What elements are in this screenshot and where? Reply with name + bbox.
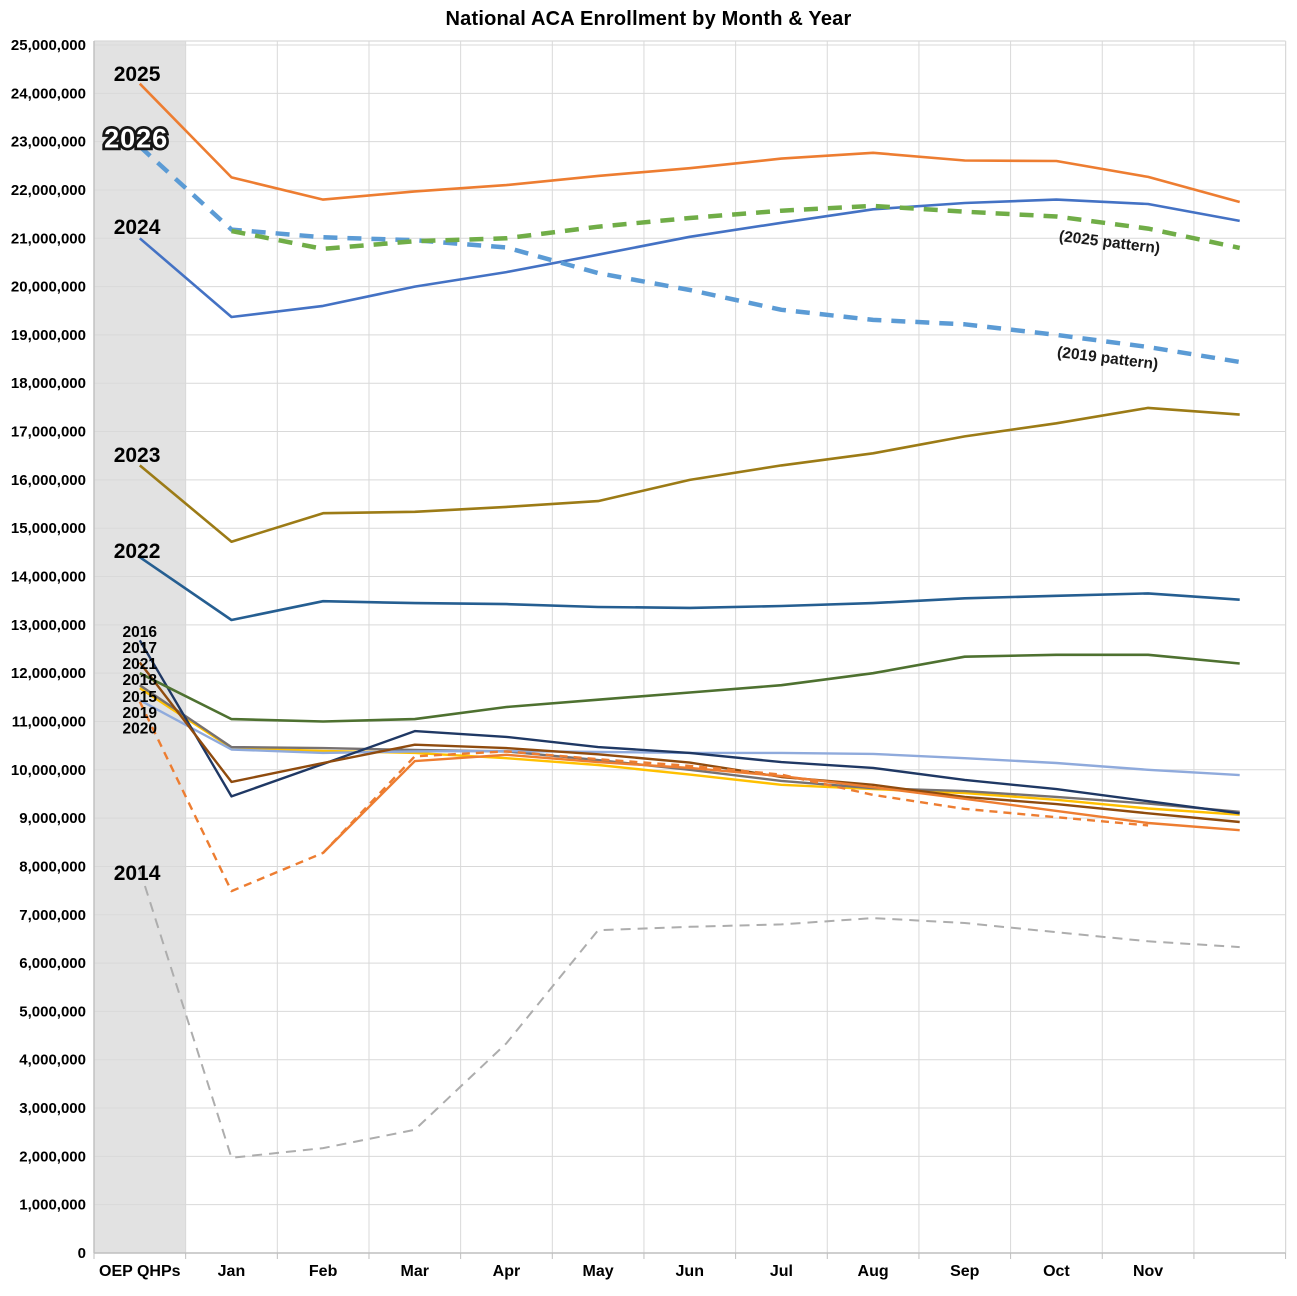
x-axis-label: Nov	[1133, 1263, 1163, 1280]
x-axis-label: Apr	[493, 1263, 521, 1280]
y-axis-label: 16,000,000	[11, 472, 86, 489]
x-axis-label: Oct	[1043, 1263, 1070, 1280]
series-label-2018: 2018	[123, 672, 158, 689]
y-axis-label: 17,000,000	[11, 424, 86, 441]
annotation--2019-pattern-: (2019 pattern)	[1056, 344, 1159, 373]
series-label-2025: 2025	[114, 63, 161, 86]
series-line-2024	[138, 198, 1240, 319]
series-label-2024: 2024	[114, 216, 161, 239]
series-line-2021	[139, 653, 1240, 723]
x-axis-label: May	[583, 1263, 614, 1280]
series-line-2017	[138, 661, 1240, 824]
series-line-2026-2019-pattern-	[138, 144, 1241, 365]
series-label-2023: 2023	[114, 444, 161, 467]
y-axis-label: 9,000,000	[19, 810, 86, 827]
y-axis-label: 20,000,000	[11, 279, 86, 296]
y-axis-label: 4,000,000	[19, 1052, 86, 1069]
series-line-2014	[138, 869, 1240, 1159]
x-axis-label: Jan	[218, 1263, 246, 1280]
y-axis-label: 21,000,000	[11, 230, 86, 247]
series-line-2018	[139, 684, 1240, 813]
series-label-2015: 2015	[123, 689, 158, 706]
y-axis-label: 15,000,000	[11, 520, 86, 537]
series-label-2019: 2019	[123, 705, 158, 722]
series-label-2022: 2022	[114, 540, 161, 563]
y-axis-label: 7,000,000	[19, 907, 86, 924]
y-axis-label: 14,000,000	[11, 569, 86, 586]
series-label-2020: 2020	[123, 721, 157, 738]
series-line-2020-est-	[138, 701, 1149, 893]
series-label-2016: 2016	[123, 624, 158, 641]
y-axis-label: 23,000,000	[11, 134, 86, 151]
series-line-2023	[138, 406, 1240, 543]
y-axis-label: 0	[78, 1245, 86, 1262]
series-label-2014: 2014	[114, 862, 161, 885]
y-axis-label: 6,000,000	[19, 955, 86, 972]
series-line-2026-2025-pattern-	[231, 203, 1241, 252]
annotation--2025-pattern-: (2025 pattern)	[1058, 228, 1161, 257]
y-axis-label: 11,000,000	[12, 713, 86, 730]
x-axis-label: Aug	[858, 1263, 889, 1280]
series-label-2017: 2017	[123, 640, 157, 657]
series-line-2022	[139, 556, 1240, 622]
series-label-2026: 2026	[104, 124, 168, 154]
y-axis-label: 10,000,000	[11, 762, 86, 779]
x-axis-label: Sep	[950, 1263, 980, 1280]
y-axis-label: 25,000,000	[11, 37, 86, 54]
series-label-2021: 2021	[123, 656, 158, 673]
x-axis-label: Jun	[676, 1263, 704, 1280]
y-axis-label: 24,000,000	[11, 85, 86, 102]
y-axis-label: 12,000,000	[11, 665, 86, 682]
y-axis-label: 13,000,000	[11, 617, 86, 634]
y-axis-label: 1,000,000	[19, 1197, 86, 1214]
series-line-2019	[139, 699, 1240, 777]
y-axis-label: 22,000,000	[11, 182, 86, 199]
oep-highlight-band	[94, 41, 186, 1253]
series-line-2016	[138, 639, 1240, 815]
y-axis-label: 8,000,000	[19, 858, 86, 875]
x-axis-label: Feb	[309, 1263, 338, 1280]
y-axis-label: 19,000,000	[11, 327, 86, 344]
x-axis-label: OEP QHPs	[99, 1263, 181, 1280]
series-line-2020	[322, 753, 1240, 854]
y-axis-label: 2,000,000	[19, 1148, 86, 1165]
series-line-2025	[138, 82, 1241, 204]
x-axis-label: Mar	[401, 1263, 429, 1280]
y-axis-label: 5,000,000	[19, 1003, 86, 1020]
y-axis-label: 3,000,000	[19, 1100, 86, 1117]
chart-title: National ACA Enrollment by Month & Year	[445, 8, 852, 30]
series-line-2015	[139, 687, 1240, 816]
x-axis-label: Jul	[770, 1263, 793, 1280]
y-axis-label: 18,000,000	[11, 375, 86, 392]
